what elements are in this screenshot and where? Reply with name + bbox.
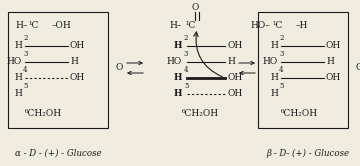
Bar: [8, 12, 108, 128]
Text: H: H: [70, 57, 78, 67]
Text: HO–: HO–: [250, 22, 270, 31]
Text: H: H: [14, 42, 22, 50]
Text: O: O: [116, 64, 123, 73]
Text: –H: –H: [296, 22, 309, 31]
Text: 2: 2: [279, 34, 284, 42]
Text: O: O: [191, 3, 199, 12]
Text: H: H: [174, 74, 182, 83]
Text: H: H: [227, 57, 235, 67]
FancyArrowPatch shape: [194, 32, 222, 77]
Text: α - D - (+) - Glucose: α - D - (+) - Glucose: [15, 149, 101, 158]
Text: H: H: [14, 89, 22, 98]
Text: 3: 3: [279, 50, 283, 58]
Text: ⁶CH₂OH: ⁶CH₂OH: [182, 110, 219, 119]
Text: HO: HO: [263, 57, 278, 67]
Text: 2: 2: [23, 34, 27, 42]
Text: HO: HO: [7, 57, 22, 67]
Text: ⁶CH₂OH: ⁶CH₂OH: [25, 110, 62, 119]
Text: H: H: [174, 42, 182, 50]
Text: 5: 5: [23, 82, 27, 90]
Text: ¹C: ¹C: [185, 22, 195, 31]
Text: H–: H–: [170, 22, 182, 31]
Text: 5: 5: [184, 82, 189, 90]
Text: OH: OH: [227, 42, 242, 50]
Text: 4: 4: [184, 66, 189, 74]
Text: O: O: [356, 64, 360, 73]
Text: 4: 4: [23, 66, 27, 74]
Text: 4: 4: [279, 66, 284, 74]
Text: 3: 3: [23, 50, 27, 58]
Text: ¹C: ¹C: [28, 22, 39, 31]
Text: ¹C: ¹C: [272, 22, 282, 31]
Text: –OH: –OH: [52, 22, 72, 31]
Text: OH: OH: [326, 74, 341, 83]
Text: H: H: [14, 74, 22, 83]
Text: 5: 5: [279, 82, 284, 90]
Text: 3: 3: [184, 50, 188, 58]
Text: OH: OH: [227, 89, 242, 98]
Bar: [258, 12, 348, 128]
Text: OH: OH: [227, 74, 242, 83]
Text: ⁶CH₂OH: ⁶CH₂OH: [281, 110, 318, 119]
Text: 2: 2: [184, 34, 189, 42]
Text: H: H: [174, 89, 182, 98]
Text: H–: H–: [15, 22, 28, 31]
Text: β - D- (+) - Glucose: β - D- (+) - Glucose: [266, 148, 350, 158]
Text: HO: HO: [167, 57, 182, 67]
Text: OH: OH: [70, 74, 85, 83]
Text: H: H: [270, 89, 278, 98]
Text: H: H: [270, 74, 278, 83]
Text: H: H: [270, 42, 278, 50]
Text: OH: OH: [326, 42, 341, 50]
Text: H: H: [326, 57, 334, 67]
Text: OH: OH: [70, 42, 85, 50]
